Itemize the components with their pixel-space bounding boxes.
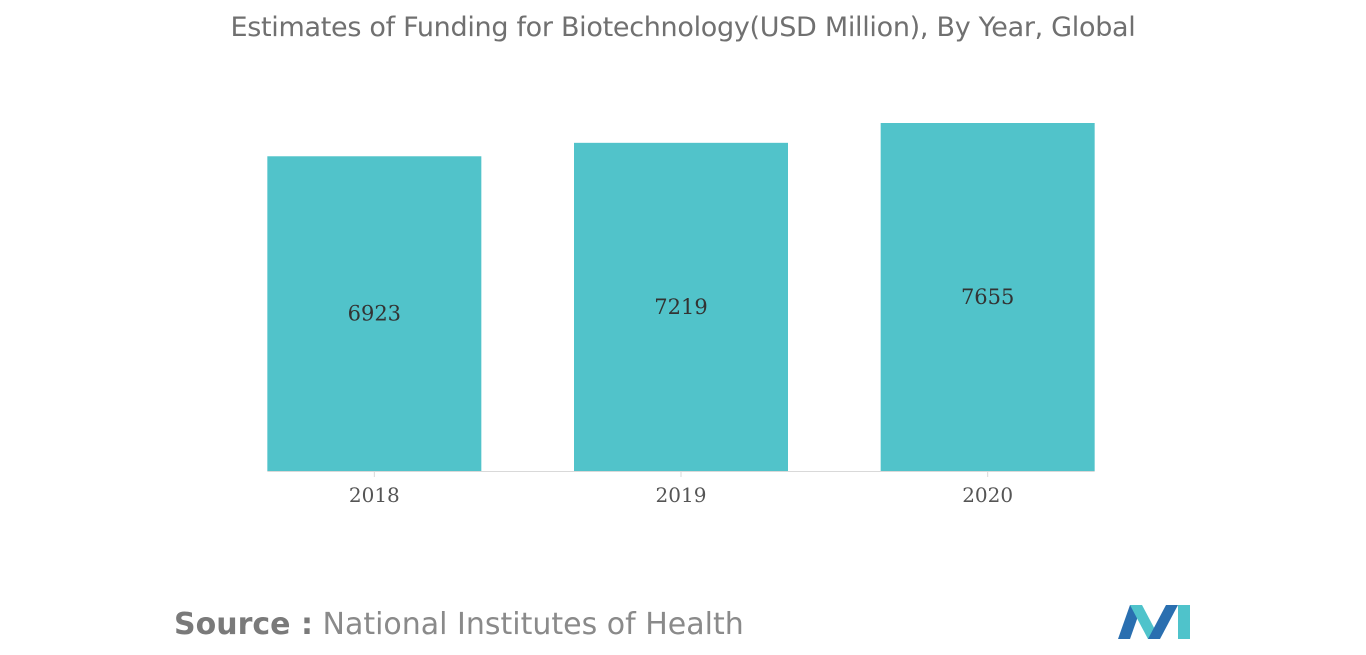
bar-value-label: 7655 <box>961 285 1014 309</box>
bar-2018 <box>267 156 482 471</box>
source-value: National Institutes of Health <box>322 607 744 642</box>
x-tick-label: 2020 <box>962 483 1013 507</box>
bar-value-label: 6923 <box>348 302 401 326</box>
mordor-intelligence-logo-icon <box>1118 605 1190 639</box>
x-tick-label: 2018 <box>349 483 400 507</box>
bar-value-label: 7219 <box>654 295 707 319</box>
bar-2020 <box>880 123 1095 471</box>
bar-chart: 6923 2018 7219 2019 7655 2020 <box>267 123 1095 507</box>
x-tick-label: 2019 <box>656 483 707 507</box>
source-note: Source : National Institutes of Health <box>174 607 744 642</box>
source-label: Source : <box>174 607 313 642</box>
chart-title: Estimates of Funding for Biotechnology(U… <box>230 12 1136 43</box>
bar-2019 <box>574 142 788 471</box>
